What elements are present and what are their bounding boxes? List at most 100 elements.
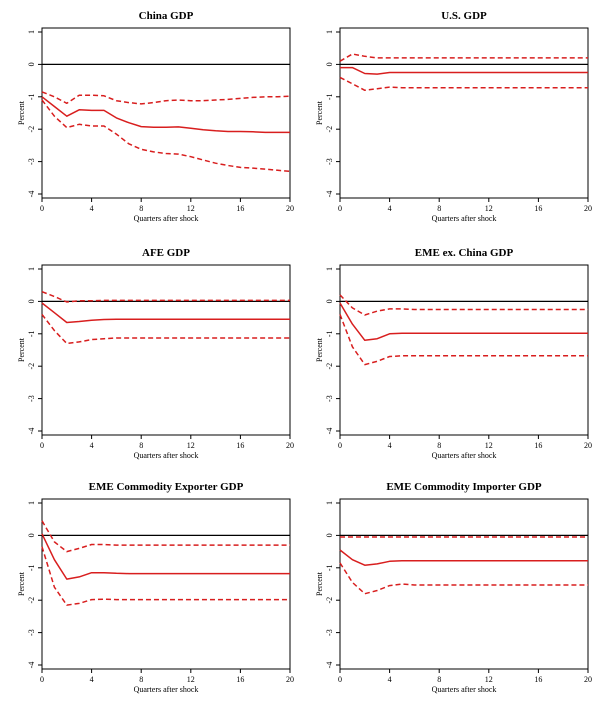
x-tick-label: 4 xyxy=(388,441,392,450)
chart-panel-3: AFE GDP 1 0 -1 -2 -3 -4 0 4 8 12 16 20 Quarters after… xyxy=(17,247,294,460)
plot-frame xyxy=(41,27,291,199)
y-tick-label: 0 xyxy=(325,62,334,66)
plot-frame xyxy=(339,264,589,436)
chart-title: AFE GDP xyxy=(142,247,190,259)
y-tick-label: 0 xyxy=(325,299,334,303)
confidence-band-line-2 xyxy=(41,99,291,173)
x-tick-label: 16 xyxy=(236,675,244,684)
y-tick-label: -3 xyxy=(325,395,334,402)
x-axis-label: Quarters after shock xyxy=(432,685,497,694)
x-tick-label: 20 xyxy=(584,441,592,450)
x-tick-label: 0 xyxy=(338,204,342,213)
y-tick-label: -3 xyxy=(27,629,36,636)
x-tick-label: 0 xyxy=(338,441,342,450)
x-tick-label: 0 xyxy=(338,675,342,684)
y-tick-label: -2 xyxy=(325,126,334,133)
y-tick-label: 1 xyxy=(27,30,36,34)
plot-frame xyxy=(339,27,589,199)
x-tick-label: 8 xyxy=(139,204,143,213)
y-tick-label: -1 xyxy=(27,564,36,571)
plot-frame xyxy=(41,264,291,436)
confidence-band-line-2 xyxy=(339,562,588,595)
x-tick-label: 8 xyxy=(139,675,143,684)
x-axis-label: Quarters after shock xyxy=(432,451,497,460)
confidence-band-line-2 xyxy=(41,313,290,345)
x-tick-label: 8 xyxy=(437,204,441,213)
y-axis-label: Percent xyxy=(17,337,26,362)
x-tick-label: 20 xyxy=(584,675,592,684)
y-tick-label: 1 xyxy=(325,501,334,505)
x-tick-label: 4 xyxy=(90,204,94,213)
y-tick-label: 1 xyxy=(325,30,334,34)
x-tick-label: 16 xyxy=(236,441,244,450)
x-tick-label: 20 xyxy=(286,441,294,450)
y-tick-label: -4 xyxy=(27,662,36,669)
y-tick-label: -2 xyxy=(325,597,334,604)
y-tick-label: -3 xyxy=(325,629,334,636)
y-tick-label: -1 xyxy=(325,564,334,571)
chart-panel-4: EME ex. China GDP 1 0 -1 -2 -3 -4 0 4 8 12 16 20 Quar… xyxy=(315,247,592,460)
y-tick-label: 1 xyxy=(27,501,36,505)
response-line xyxy=(339,549,588,566)
y-tick-label: -1 xyxy=(325,330,334,337)
y-tick-label: -4 xyxy=(325,662,334,669)
chart-panel-6: EME Commodity Importer GDP 1 0 -1 -2 -3 -4 0 4 8 1… xyxy=(315,481,592,694)
x-axis-label: Quarters after shock xyxy=(134,451,199,460)
x-tick-label: 12 xyxy=(485,441,493,450)
y-tick-label: -2 xyxy=(27,126,36,133)
chart-title: U.S. GDP xyxy=(441,10,487,22)
x-tick-label: 8 xyxy=(139,441,143,450)
x-tick-label: 8 xyxy=(437,675,441,684)
confidence-band-line-2 xyxy=(339,76,588,92)
response-line xyxy=(41,96,290,134)
y-tick-label: -3 xyxy=(27,158,36,165)
x-tick-label: 12 xyxy=(485,675,493,684)
x-tick-label: 4 xyxy=(90,441,94,450)
response-line xyxy=(41,533,290,580)
confidence-band-line-1 xyxy=(41,520,290,553)
chart-panel-1: China GDP 1 0 -1 -2 -3 -4 0 4 8 12 16 20 Quarters aft… xyxy=(17,10,294,223)
x-tick-label: 12 xyxy=(187,441,195,450)
chart-title: China GDP xyxy=(139,10,194,22)
y-tick-label: -2 xyxy=(27,597,36,604)
y-axis-label: Percent xyxy=(315,571,324,596)
y-tick-label: -3 xyxy=(325,158,334,165)
confidence-band-line-2 xyxy=(339,314,588,366)
response-line xyxy=(339,302,588,342)
chart-title: EME ex. China GDP xyxy=(415,247,514,259)
plot-frame xyxy=(339,498,589,670)
x-tick-label: 20 xyxy=(584,204,592,213)
y-tick-label: 0 xyxy=(27,299,36,303)
y-tick-label: -4 xyxy=(325,428,334,435)
confidence-band-line-1 xyxy=(339,294,588,316)
y-tick-label: -2 xyxy=(27,363,36,370)
y-tick-label: 1 xyxy=(325,267,334,271)
x-tick-label: 0 xyxy=(40,675,44,684)
x-tick-label: 0 xyxy=(40,204,44,213)
y-axis-label: Percent xyxy=(17,571,26,596)
x-axis-label: Quarters after shock xyxy=(134,214,199,223)
plot-frame xyxy=(41,498,291,670)
confidence-band-line-1 xyxy=(41,91,291,105)
x-tick-label: 12 xyxy=(187,675,195,684)
chart-title: EME Commodity Exporter GDP xyxy=(89,481,244,493)
x-tick-label: 12 xyxy=(187,204,195,213)
x-tick-label: 4 xyxy=(388,675,392,684)
x-tick-label: 16 xyxy=(534,204,542,213)
x-tick-label: 16 xyxy=(534,675,542,684)
response-line xyxy=(340,66,588,75)
y-axis-label: Percent xyxy=(17,100,26,125)
chart-title: EME Commodity Importer GDP xyxy=(386,481,542,493)
y-tick-label: 0 xyxy=(27,62,36,66)
y-axis-label: Percent xyxy=(315,100,324,125)
x-tick-label: 20 xyxy=(286,675,294,684)
y-tick-label: -4 xyxy=(325,191,334,198)
y-tick-label: -4 xyxy=(27,428,36,435)
x-tick-label: 16 xyxy=(534,441,542,450)
x-tick-label: 4 xyxy=(90,675,94,684)
confidence-band-line-1 xyxy=(41,291,290,303)
x-tick-label: 16 xyxy=(236,204,244,213)
chart-panel-5: EME Commodity Exporter GDP 1 0 -1 -2 -3 -4 0 4 8 1… xyxy=(17,481,294,694)
x-tick-label: 20 xyxy=(286,204,294,213)
